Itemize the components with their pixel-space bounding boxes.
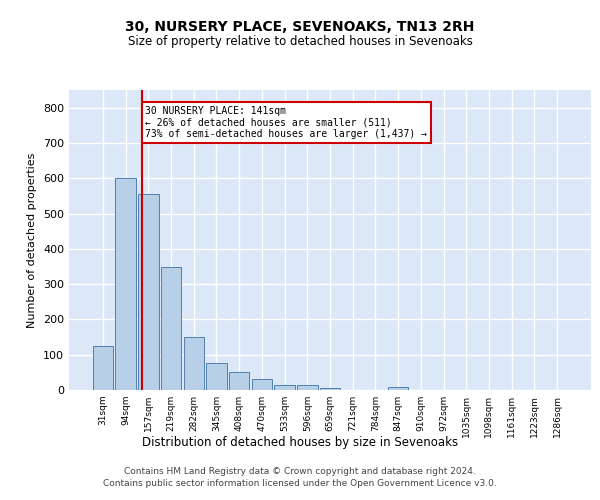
Text: Contains public sector information licensed under the Open Government Licence v3: Contains public sector information licen… <box>103 478 497 488</box>
Bar <box>251 380 272 390</box>
Text: 30 NURSERY PLACE: 141sqm
← 26% of detached houses are smaller (511)
73% of semi-: 30 NURSERY PLACE: 141sqm ← 26% of detach… <box>145 106 427 140</box>
Text: Distribution of detached houses by size in Sevenoaks: Distribution of detached houses by size … <box>142 436 458 449</box>
Bar <box>93 346 113 390</box>
Bar <box>161 267 181 390</box>
Bar <box>297 386 317 390</box>
Text: Contains HM Land Registry data © Crown copyright and database right 2024.: Contains HM Land Registry data © Crown c… <box>124 467 476 476</box>
Bar <box>229 372 250 390</box>
Text: Size of property relative to detached houses in Sevenoaks: Size of property relative to detached ho… <box>128 35 472 48</box>
Text: 30, NURSERY PLACE, SEVENOAKS, TN13 2RH: 30, NURSERY PLACE, SEVENOAKS, TN13 2RH <box>125 20 475 34</box>
Bar <box>184 337 204 390</box>
Bar <box>115 178 136 390</box>
Bar <box>274 385 295 390</box>
Bar <box>320 388 340 390</box>
Bar <box>206 363 227 390</box>
Bar <box>138 194 158 390</box>
Y-axis label: Number of detached properties: Number of detached properties <box>28 152 37 328</box>
Bar <box>388 387 409 390</box>
